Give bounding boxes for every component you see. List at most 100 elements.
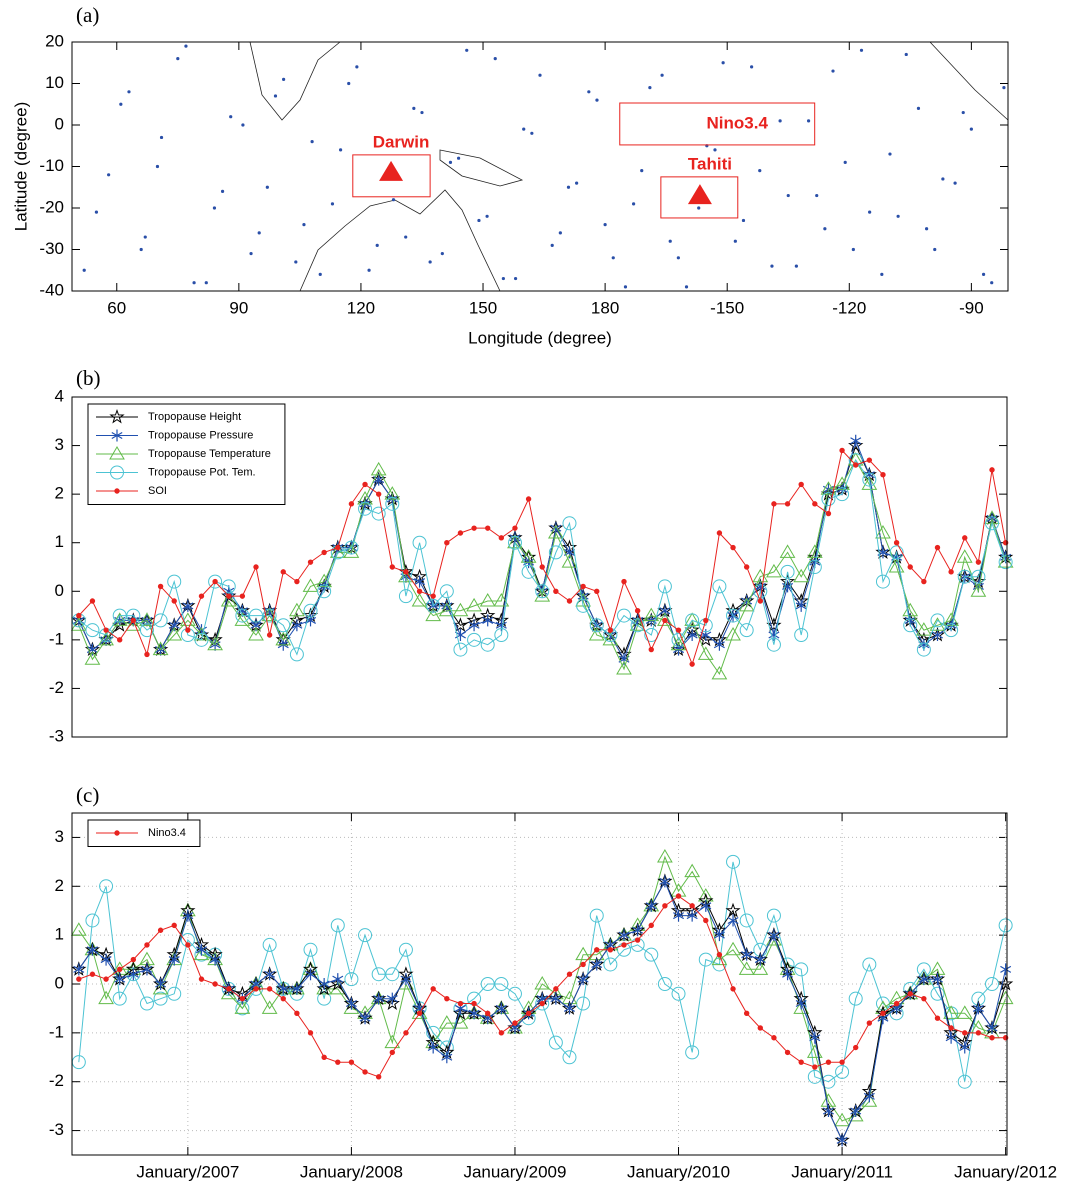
series-marker [452, 602, 469, 617]
y-tick-label: -30 [39, 239, 64, 258]
series-marker [807, 560, 822, 574]
series-marker [566, 971, 573, 977]
series-marker [689, 903, 695, 909]
scatter-point [843, 160, 847, 164]
series-marker [250, 619, 262, 632]
scatter-point [249, 252, 253, 256]
series-marker [100, 953, 112, 966]
series-marker [698, 952, 713, 967]
series-marker [875, 574, 890, 589]
series-marker [152, 641, 169, 656]
series-marker [398, 589, 413, 604]
scatter-point [82, 268, 86, 272]
plot-frame [71, 812, 1008, 1156]
series-marker [798, 481, 804, 488]
series-marker [907, 991, 913, 997]
series-marker [716, 530, 723, 536]
series-marker [880, 1010, 886, 1017]
series-marker [589, 618, 604, 633]
scatter-point [603, 223, 607, 227]
series-marker [998, 555, 1013, 570]
series-marker [130, 617, 137, 624]
series-marker [249, 608, 264, 623]
scatter-point [428, 260, 432, 264]
series-marker [757, 598, 764, 604]
scatter-point [896, 214, 900, 218]
scatter-point [758, 169, 762, 173]
series-marker [632, 924, 644, 937]
scatter-point [282, 77, 286, 81]
series-marker [73, 963, 85, 976]
series-marker [563, 1002, 575, 1015]
scatter-point [925, 227, 929, 231]
series-marker [713, 638, 725, 651]
series-marker [362, 1069, 368, 1075]
series-marker [766, 563, 782, 578]
y-tick-label: 10 [45, 73, 64, 92]
series-marker [959, 1041, 971, 1054]
legend-label: Tropopause Pressure [148, 429, 253, 441]
series-marker [289, 602, 305, 617]
coast-asia [249, 41, 341, 121]
series-marker [934, 1015, 941, 1021]
series-marker [903, 618, 918, 633]
series-marker [863, 468, 875, 481]
series-marker [438, 602, 455, 617]
series-marker [294, 1010, 300, 1017]
series-marker [427, 1041, 439, 1054]
series-marker [834, 1112, 850, 1127]
legend-label: Tropopause Temperature [148, 448, 271, 460]
series-marker [411, 593, 428, 607]
region-label: Darwin [373, 132, 430, 151]
series-marker [345, 997, 357, 1010]
series-marker [157, 927, 164, 933]
series-marker [125, 617, 142, 631]
series-marker [371, 967, 386, 982]
series-marker [957, 569, 972, 584]
scatter-point [640, 169, 644, 173]
x-tick-label: 60 [107, 298, 126, 317]
series-marker [185, 627, 191, 633]
series-marker [426, 598, 441, 613]
series-marker [207, 636, 223, 651]
series-marker [471, 1000, 477, 1007]
series-marker [738, 597, 755, 612]
series-marker [956, 1005, 973, 1019]
scatter-point [273, 94, 278, 98]
series-marker [234, 612, 251, 626]
scatter-point [859, 48, 864, 52]
series-marker [989, 1035, 995, 1041]
region-box [352, 154, 431, 198]
y-tick-label: -3 [49, 1120, 64, 1139]
scatter-point [933, 247, 937, 252]
series-marker [317, 584, 332, 599]
series-marker [291, 982, 303, 995]
series-marker [948, 1025, 954, 1031]
series-marker [711, 665, 728, 680]
series-marker [998, 975, 1014, 991]
series-marker [657, 612, 673, 626]
series-marker [915, 622, 932, 636]
scatter-point [513, 276, 518, 281]
series-marker [167, 574, 182, 589]
series-marker [562, 1050, 577, 1065]
series-marker [962, 535, 968, 541]
series-marker [780, 564, 795, 579]
series-marker [618, 929, 630, 942]
series-marker [452, 617, 469, 632]
series-marker [575, 946, 591, 961]
series-marker [525, 1010, 532, 1017]
series-marker [943, 1005, 959, 1019]
series-marker [389, 1049, 395, 1056]
series-marker [425, 607, 442, 622]
series-marker [659, 875, 671, 888]
series-marker [657, 579, 672, 594]
series-marker [294, 578, 300, 585]
series-marker [168, 953, 180, 966]
series-marker [480, 977, 495, 991]
x-tick-label: 120 [347, 298, 375, 317]
series-marker [348, 1059, 355, 1065]
scatter-point [367, 268, 371, 272]
series-marker [809, 1031, 821, 1044]
series-marker [602, 631, 619, 646]
